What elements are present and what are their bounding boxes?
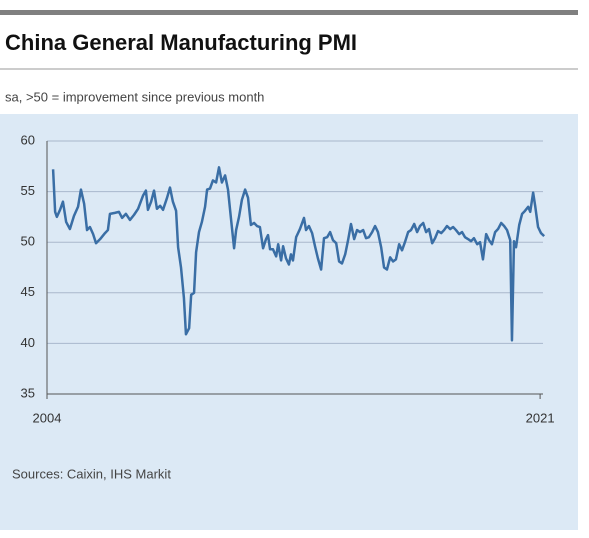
panel (0, 114, 578, 530)
x-tick-label: 2021 (526, 410, 555, 425)
chart-title: China General Manufacturing PMI (5, 30, 357, 55)
y-tick-label: 35 (21, 385, 35, 400)
y-tick-label: 55 (21, 183, 35, 198)
data-line (51, 166, 546, 342)
chart-subtitle: sa, >50 = improvement since previous mon… (5, 89, 264, 104)
y-tick-label: 50 (21, 234, 35, 249)
top-bar (0, 10, 578, 15)
source: Sources: Caixin, IHS Markit (12, 466, 171, 481)
y-tick-label: 40 (21, 335, 35, 350)
y-tick-label: 60 (21, 132, 35, 147)
x-tick-label: 2004 (33, 410, 62, 425)
y-tick-label: 45 (21, 284, 35, 299)
